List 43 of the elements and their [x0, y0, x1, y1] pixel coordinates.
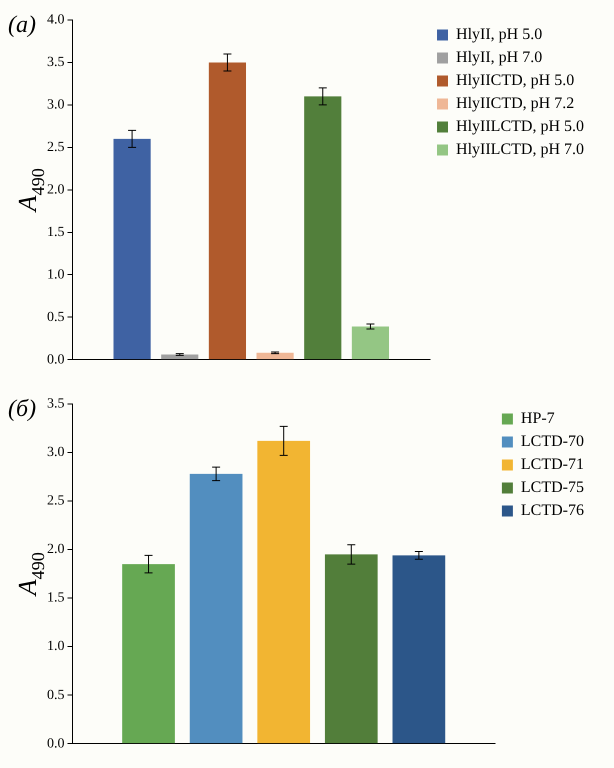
y-tick-label: 3.0 — [47, 445, 64, 460]
legend-label: HlyIILCTD, pH 5.0 — [456, 118, 600, 136]
bar — [324, 554, 378, 744]
y-tick-label: 0.0 — [47, 352, 64, 368]
legend-label: HlyIICTD, pH 7.2 — [456, 95, 590, 112]
bar — [304, 96, 342, 360]
y-tick-label: 3.5 — [47, 396, 64, 412]
y-tick-label: 4.0 — [47, 12, 64, 28]
y-tick-label: 1.0 — [47, 639, 64, 654]
y-tick-label: 2.0 — [47, 182, 64, 198]
legend-label: LCTD-70 — [520, 433, 600, 450]
chart-title: (б) — [8, 396, 36, 422]
y-tick-label: 0.0 — [47, 736, 64, 752]
bar — [352, 326, 390, 360]
bar — [208, 62, 246, 360]
bar — [122, 564, 175, 744]
y-tick-label: 2.0 — [47, 542, 64, 558]
legend-label: HP-7 — [520, 410, 571, 428]
y-tick-label: 2.5 — [47, 140, 64, 156]
legend-label: HlyIICTD, pH 5.0 — [456, 72, 590, 90]
y-tick-label: 1.5 — [47, 590, 64, 606]
legend-label: HlyII, pH 5.0 — [456, 26, 558, 44]
bar — [113, 138, 151, 360]
legend-label: LCTD-76 — [520, 502, 600, 520]
legend-label: LCTD-75 — [520, 479, 600, 496]
bar — [190, 474, 242, 744]
chart-title: (a) — [8, 12, 36, 38]
y-tick-label: 0.5 — [47, 688, 64, 703]
bar — [161, 354, 198, 360]
bar — [256, 352, 294, 360]
y-tick-label: 1.0 — [47, 267, 64, 282]
legend-label: LCTD-71 — [520, 456, 600, 474]
y-axis-title: A490 — [13, 552, 48, 598]
bar — [257, 440, 310, 744]
y-tick-label: 3.5 — [47, 55, 64, 70]
y-tick-label: 3.0 — [47, 98, 64, 113]
legend-label: HlyIILCTD, pH 7.0 — [456, 141, 600, 158]
y-tick-label: 1.5 — [47, 224, 64, 240]
y-tick-label: 0.5 — [47, 310, 64, 325]
y-axis-title: A490 — [13, 168, 48, 214]
legend-label: HlyII, pH 7.0 — [456, 49, 558, 66]
bar — [392, 555, 446, 744]
y-tick-label: 2.5 — [47, 494, 64, 509]
